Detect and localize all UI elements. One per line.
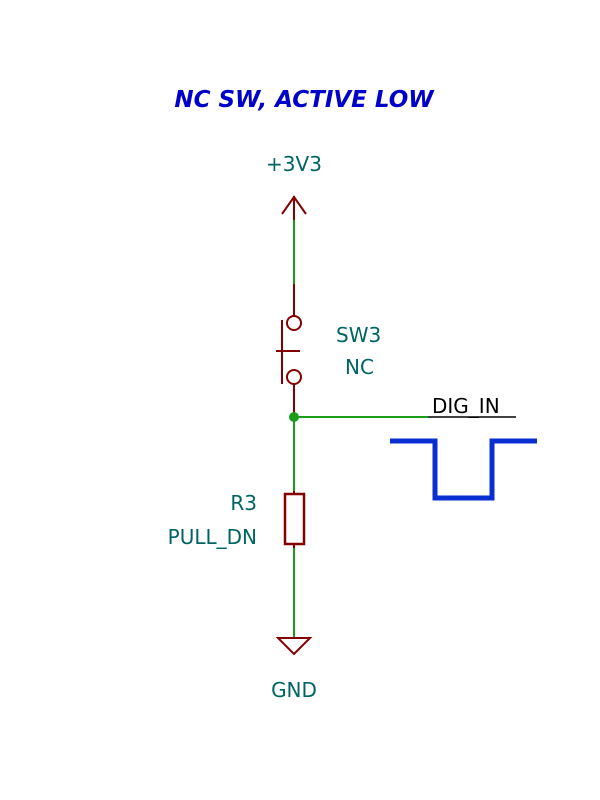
power-symbol: +3V3 [266,152,322,220]
resistor-ref-label: R3 [230,491,257,515]
resistor-value-label: PULL_DN [168,525,257,549]
net-label-group: DIG_IN [428,394,516,418]
switch-symbol: SW3 NC [276,284,381,417]
switch-ref-label: SW3 [336,323,381,347]
power-arrow-head [281,195,307,215]
switch-top-contact [286,315,302,331]
power-label: +3V3 [266,152,322,176]
ground-triangle [275,637,313,656]
junction-dot [289,412,299,422]
diagram-title: NC SW, ACTIVE LOW [174,87,435,113]
resistor-symbol: R3 PULL_DN [168,491,306,549]
ground-symbol: GND [271,637,317,702]
ground-label: GND [271,678,317,702]
switch-bottom-contact [286,369,302,385]
active-low-waveform [390,438,537,501]
net-label: DIG_IN [432,394,500,418]
resistor-body [283,492,306,546]
switch-value-label: NC [345,355,374,379]
